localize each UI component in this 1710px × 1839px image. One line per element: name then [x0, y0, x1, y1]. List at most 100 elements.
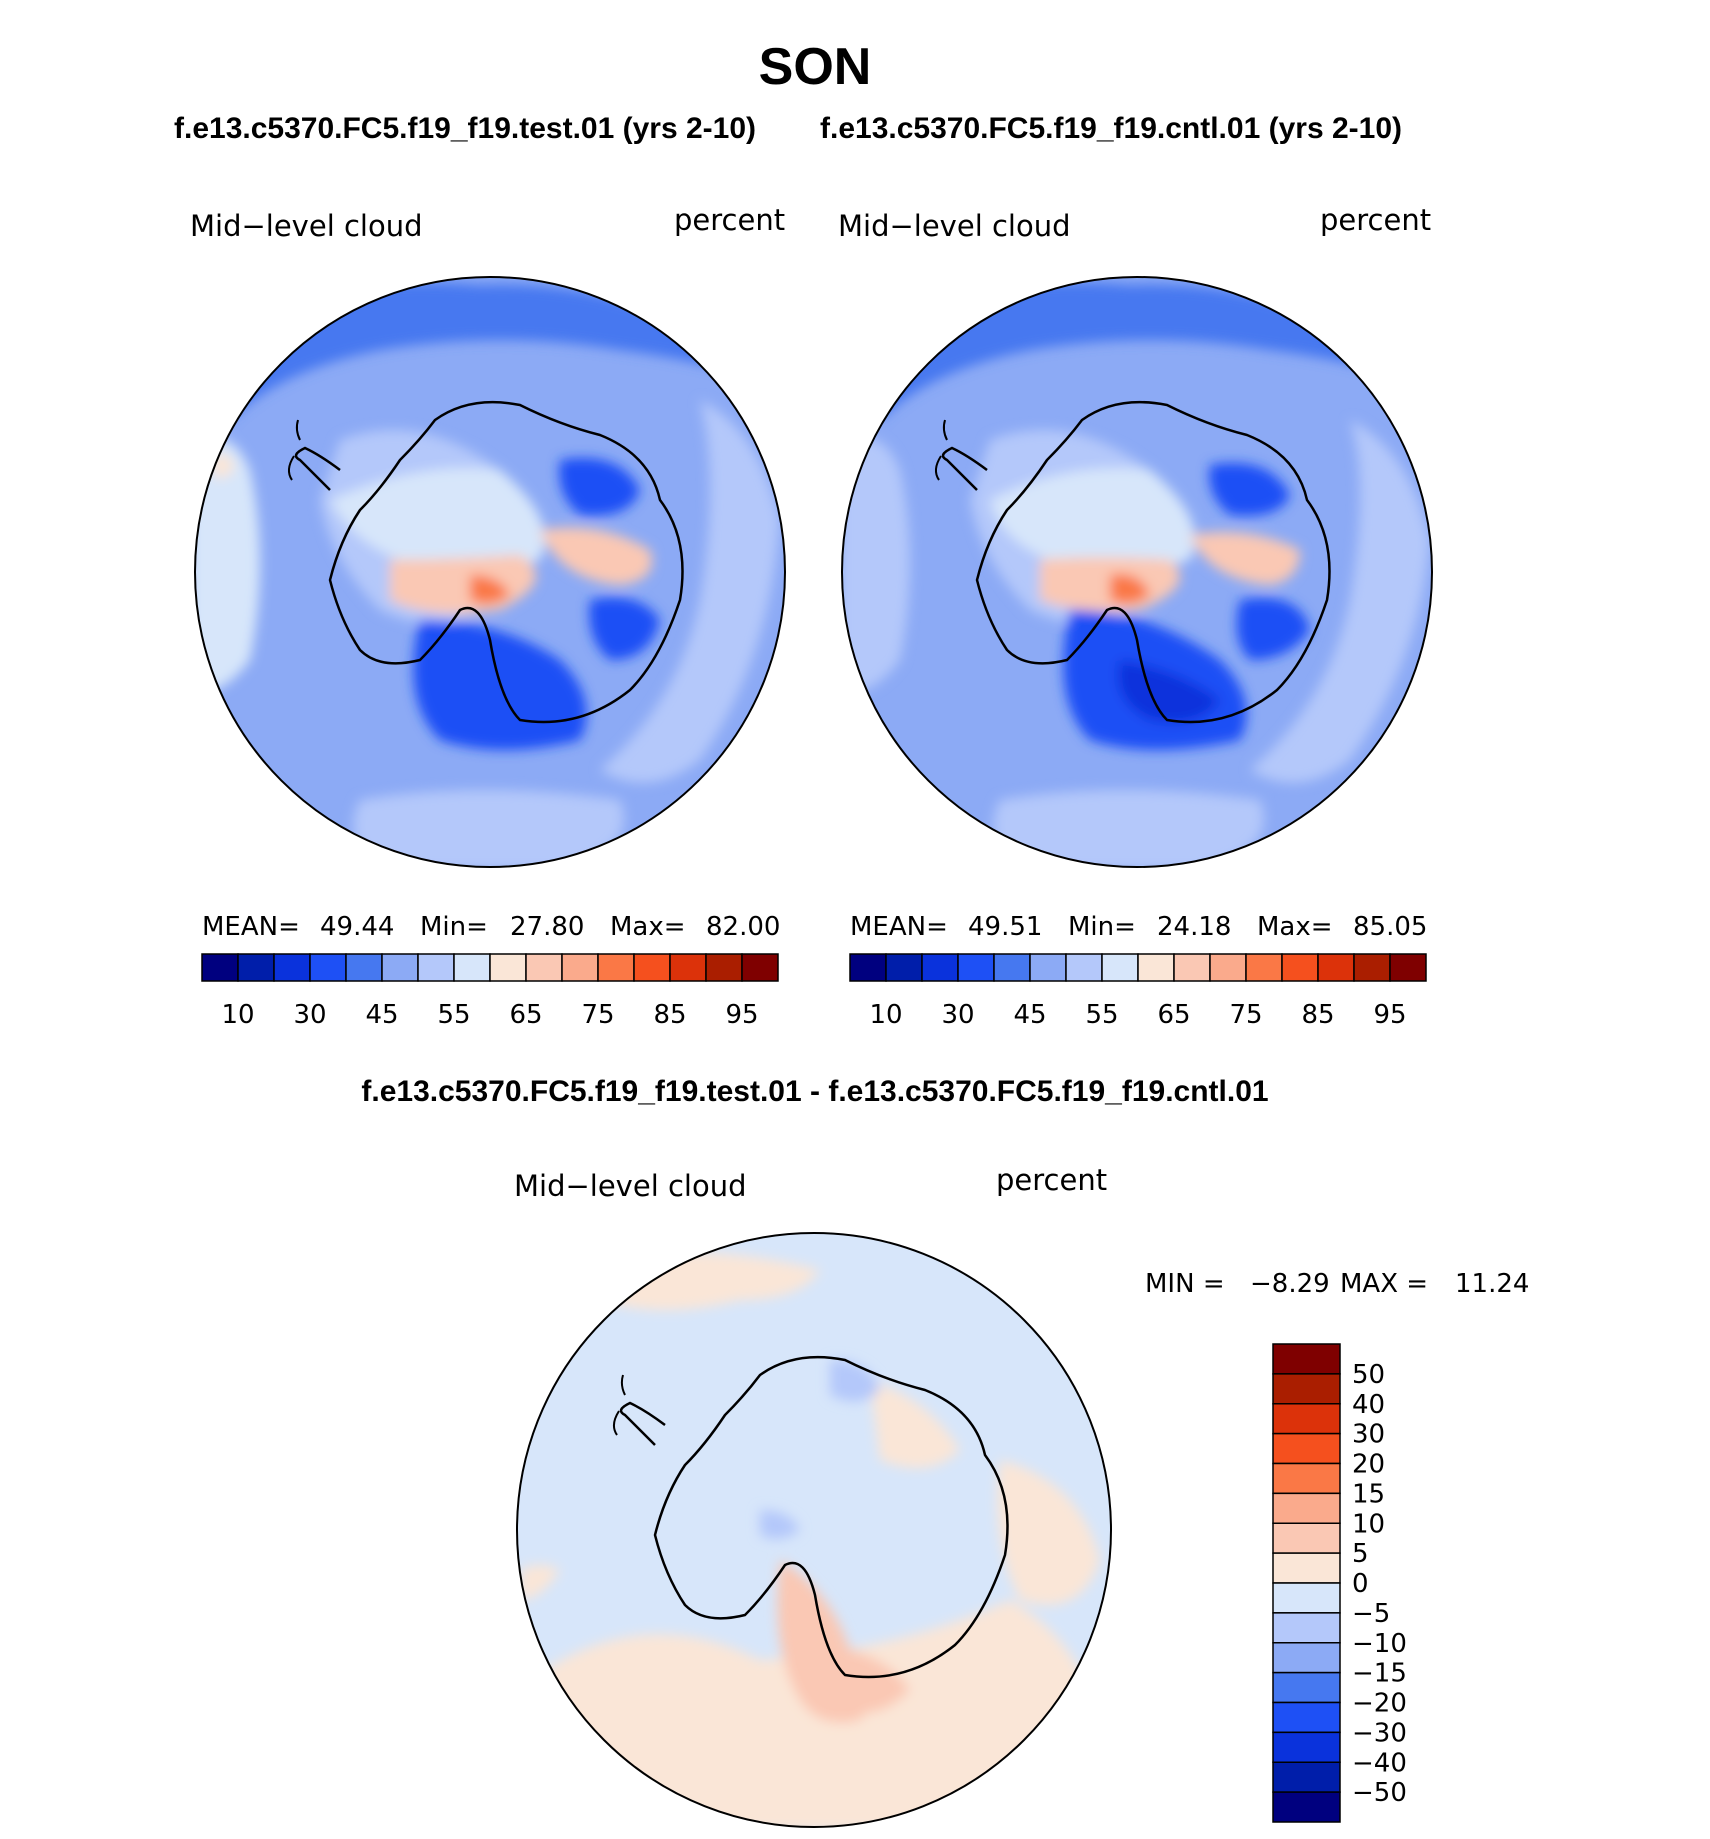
- panel-title-diff: f.e13.c5370.FC5.f19_f19.test.01 - f.e13.…: [361, 1075, 1268, 1108]
- colorbar-cntl-swatch: [921, 953, 959, 982]
- min-value-test: 27.80: [510, 912, 584, 942]
- colorbar-test-tick-label: 85: [653, 1000, 686, 1030]
- colorbar-diff-tick-label: 15: [1352, 1479, 1385, 1509]
- max-label-test: Max=: [610, 912, 686, 942]
- colorbar-cntl-swatch: [1281, 953, 1319, 982]
- panel-title-cntl: f.e13.c5370.FC5.f19_f19.cntl.01 (yrs 2-1…: [820, 112, 1402, 145]
- colorbar-diff-swatch: [1272, 1642, 1341, 1674]
- colorbar-test-swatch: [273, 953, 311, 982]
- mean-value-test: 49.44: [320, 912, 394, 942]
- colorbar-test-tick-label: 65: [509, 1000, 542, 1030]
- colorbar-cntl: 10 30 45 55 65 75 85 95: [849, 953, 1427, 1030]
- colorbar-diff-tick-label: −40: [1352, 1748, 1407, 1778]
- colorbar-test-tick-label: 95: [725, 1000, 758, 1030]
- colorbar-test-swatch: [525, 953, 563, 982]
- colorbar-cntl-swatch: [1353, 953, 1391, 982]
- colorbar-test-tick-label: 10: [221, 1000, 254, 1030]
- colorbar-cntl-tick-label: 30: [941, 1000, 974, 1030]
- colorbar-cntl-tick-label: 55: [1085, 1000, 1118, 1030]
- colorbar-cntl-swatch: [1173, 953, 1211, 982]
- map-cntl: [841, 276, 1433, 868]
- colorbar-test-swatch: [201, 953, 239, 982]
- colorbar-diff-tick-label: −30: [1352, 1718, 1407, 1748]
- colorbar-test-swatch: [345, 953, 383, 982]
- colorbar-cntl-swatch: [993, 953, 1031, 982]
- map-test: [194, 276, 786, 868]
- colorbar-diff-swatch: [1272, 1403, 1341, 1435]
- colorbar-test-swatch: [669, 953, 707, 982]
- mean-value-cntl: 49.51: [968, 912, 1042, 942]
- colorbar-diff-swatch: [1272, 1343, 1341, 1375]
- colorbar-diff-tick-label: 50: [1352, 1360, 1385, 1390]
- colorbar-diff-swatch: [1272, 1671, 1341, 1704]
- min-value-diff: −8.29: [1250, 1269, 1330, 1299]
- colorbar-diff-tick-label: 0: [1352, 1569, 1369, 1599]
- colorbar-test-tick-label: 55: [437, 1000, 470, 1030]
- colorbar-test-swatch: [453, 953, 491, 982]
- colorbar-diff-tick-label: 40: [1352, 1390, 1385, 1420]
- colorbar-cntl-swatch: [957, 953, 995, 982]
- colorbar-test-swatch: [597, 953, 635, 982]
- colorbar-test-swatch: [633, 953, 671, 982]
- colorbar-diff-swatch: [1272, 1612, 1341, 1644]
- colorbar-cntl-tick-label: 65: [1157, 1000, 1190, 1030]
- colorbar-diff-tick-label: −20: [1352, 1689, 1407, 1719]
- colorbar-test-tick-label: 30: [293, 1000, 326, 1030]
- colorbar-cntl-swatch: [1389, 953, 1427, 982]
- colorbar-diff-swatch: [1272, 1701, 1341, 1734]
- colorbar-cntl-swatch: [1209, 953, 1247, 982]
- colorbar-diff-tick-label: −50: [1352, 1778, 1407, 1808]
- colorbar-diff-swatch: [1272, 1522, 1341, 1554]
- colorbar-cntl-swatch: [1029, 953, 1067, 982]
- panel-title-test: f.e13.c5370.FC5.f19_f19.test.01 (yrs 2-1…: [174, 112, 756, 145]
- colorbar-cntl-tick-label: 45: [1013, 1000, 1046, 1030]
- max-value-diff: 11.24: [1455, 1269, 1529, 1299]
- colorbar-cntl-swatch: [885, 953, 923, 982]
- max-label-cntl: Max=: [1257, 912, 1333, 942]
- colorbar-test-swatch: [741, 953, 779, 982]
- min-value-cntl: 24.18: [1157, 912, 1231, 942]
- map-diff: [516, 1232, 1112, 1828]
- colorbar-test-tick-label: 75: [581, 1000, 614, 1030]
- figure-title: SON: [759, 38, 872, 96]
- colorbar-diff-tick-label: −15: [1352, 1659, 1407, 1689]
- colorbar-diff-swatch: [1272, 1582, 1341, 1614]
- max-label-diff: MAX =: [1340, 1269, 1428, 1299]
- min-label-cntl: Min=: [1068, 912, 1136, 942]
- colorbar-diff-tick-label: 10: [1352, 1509, 1385, 1539]
- colorbar-diff-swatch: [1272, 1432, 1341, 1465]
- colorbar-cntl-swatch: [1137, 953, 1175, 982]
- colorbar-diff-tick-label: 20: [1352, 1450, 1385, 1480]
- units-label-test: percent: [674, 203, 785, 237]
- colorbar-diff-swatch: [1272, 1462, 1341, 1495]
- colorbar-cntl-swatch: [1317, 953, 1355, 982]
- colorbar-diff-tick-label: 5: [1352, 1539, 1369, 1569]
- max-value-cntl: 85.05: [1353, 912, 1427, 942]
- colorbar-cntl-tick-label: 95: [1373, 1000, 1406, 1030]
- colorbar-test-swatch: [489, 953, 527, 982]
- min-label-test: Min=: [420, 912, 488, 942]
- colorbar-test-swatch: [309, 953, 347, 982]
- max-value-test: 82.00: [706, 912, 780, 942]
- colorbar-diff-tick-label: 30: [1352, 1420, 1385, 1450]
- colorbar-cntl-tick-label: 75: [1229, 1000, 1262, 1030]
- mean-label-test: MEAN=: [202, 912, 300, 942]
- colorbar-diff-swatch: [1272, 1492, 1341, 1524]
- colorbar-test-swatch: [705, 953, 743, 982]
- colorbar-cntl-tick-label: 85: [1301, 1000, 1334, 1030]
- colorbar-test-swatch: [237, 953, 275, 982]
- colorbar-cntl-swatch: [1101, 953, 1139, 982]
- colorbar-test-swatch: [561, 953, 599, 982]
- variable-label-diff: Mid−level cloud: [514, 1169, 747, 1203]
- colorbar-diff-swatch: [1272, 1552, 1341, 1584]
- colorbar-diff-swatch: [1272, 1373, 1341, 1405]
- colorbar-cntl-swatch: [1245, 953, 1283, 982]
- mean-label-cntl: MEAN=: [850, 912, 948, 942]
- colorbar-cntl-swatch: [849, 953, 887, 982]
- colorbar-test-tick-label: 45: [365, 1000, 398, 1030]
- colorbar-diff-tick-label: −10: [1352, 1629, 1407, 1659]
- colorbar-test-swatch: [381, 953, 419, 982]
- variable-label-cntl: Mid−level cloud: [838, 209, 1071, 243]
- colorbar-diff-swatch: [1272, 1731, 1341, 1763]
